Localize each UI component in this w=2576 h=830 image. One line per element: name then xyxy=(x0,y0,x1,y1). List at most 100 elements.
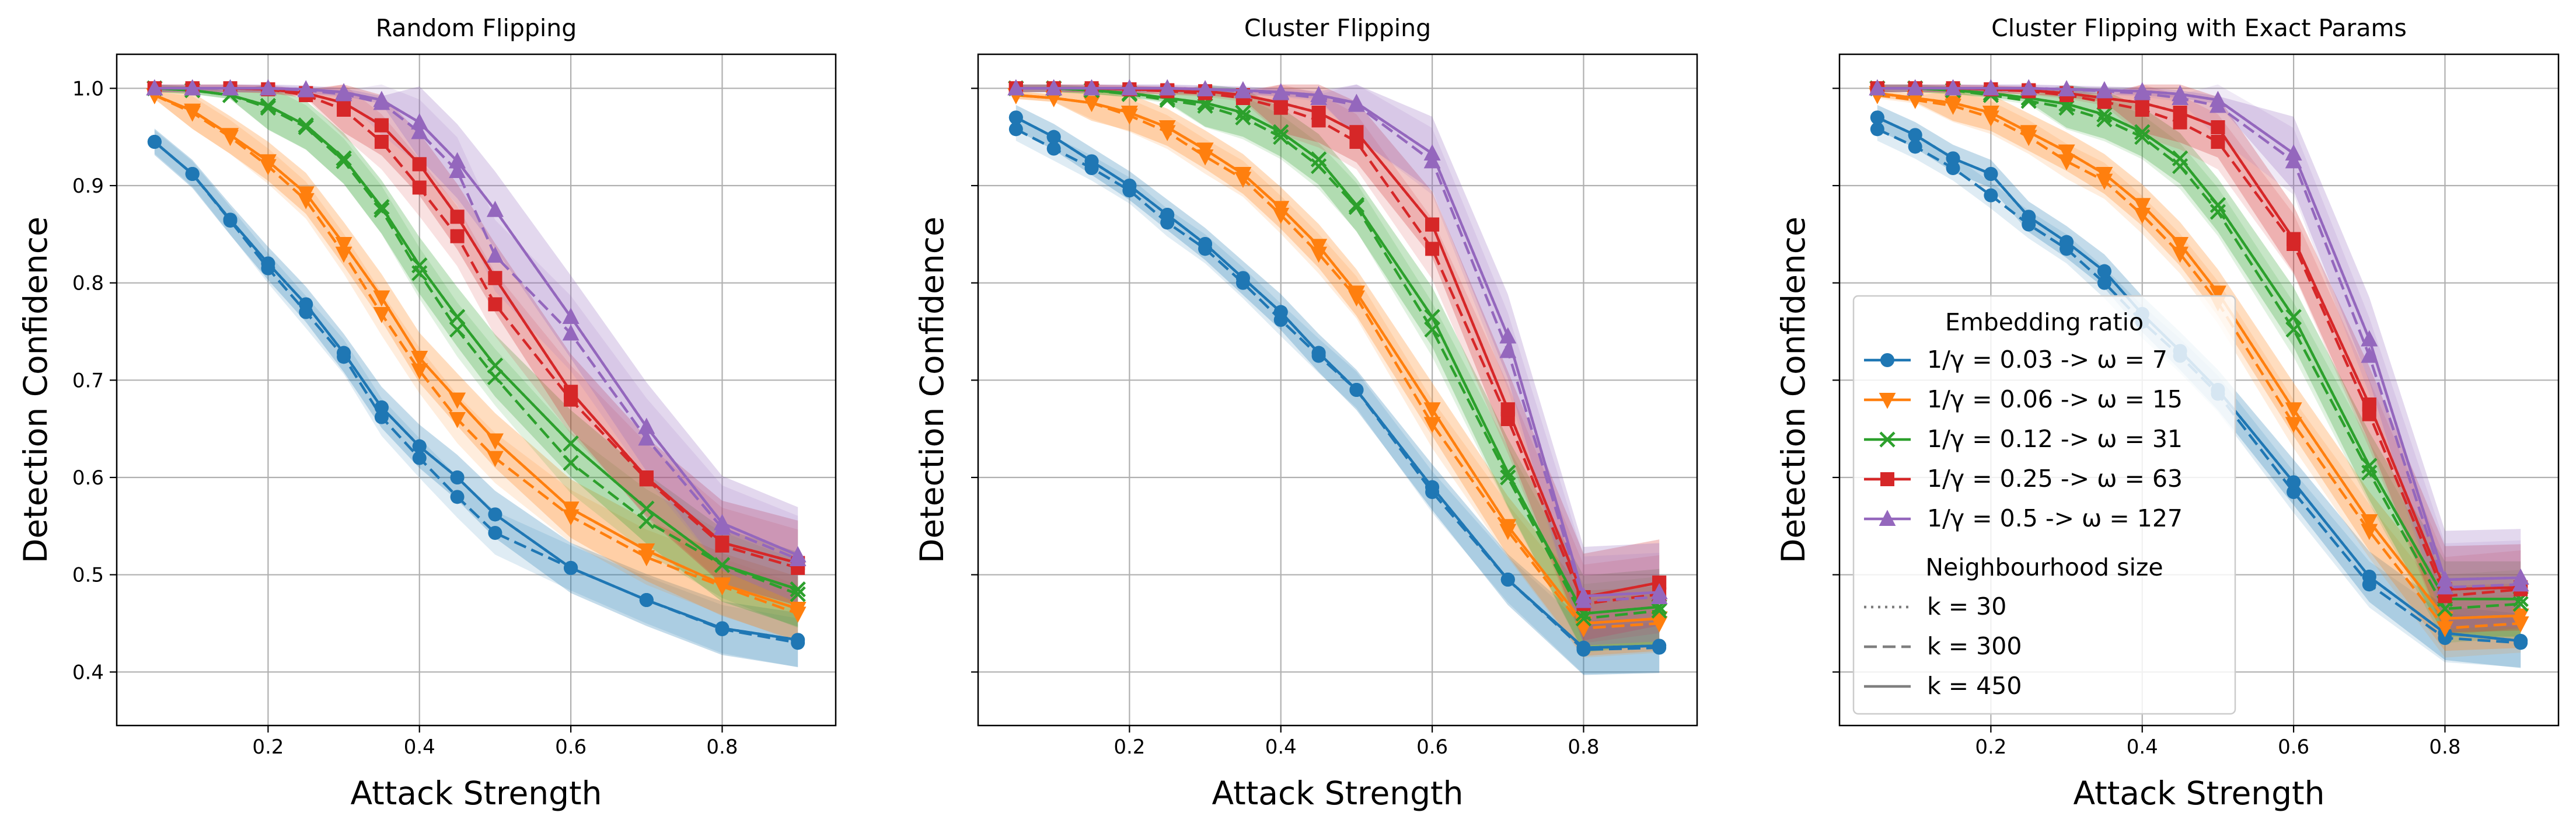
data-point xyxy=(1046,130,1061,144)
chart-panel-2: 0.2 0.4 0.6 0.8 Cluster Flipping Attack Stren… xyxy=(913,14,1698,812)
data-point xyxy=(411,351,428,367)
data-point xyxy=(373,290,390,307)
chart-title: Cluster Flipping xyxy=(1244,14,1431,42)
data-point xyxy=(260,97,276,114)
confidence-band xyxy=(1015,84,1660,646)
series-line xyxy=(153,93,798,611)
confidence-band xyxy=(154,128,798,667)
data-point xyxy=(2210,90,2226,107)
data-point xyxy=(1425,480,1440,494)
data-point xyxy=(1046,141,1061,156)
data-point xyxy=(562,308,580,324)
confidence-band xyxy=(1877,84,2521,629)
data-point xyxy=(2211,120,2225,134)
series-line xyxy=(154,87,798,591)
data-point xyxy=(373,90,390,107)
data-point xyxy=(2172,237,2188,253)
chart-title: Cluster Flipping with Exact Params xyxy=(1991,14,2407,42)
data-point xyxy=(2285,309,2302,325)
data-point xyxy=(1907,79,1924,96)
data-point xyxy=(2437,611,2453,628)
data-point xyxy=(639,593,654,607)
data-point xyxy=(373,307,390,323)
data-point xyxy=(1348,93,1365,110)
data-point xyxy=(789,546,807,563)
data-point xyxy=(2361,330,2378,347)
data-point xyxy=(487,201,504,217)
data-point xyxy=(1982,79,1999,96)
x-tick-label: 0.6 xyxy=(1416,735,1448,759)
confidence-band xyxy=(154,128,798,667)
data-point xyxy=(562,324,580,341)
confidence-band xyxy=(1877,84,2521,629)
data-point xyxy=(1310,158,1327,175)
confidence-band xyxy=(1015,84,1660,641)
data-point xyxy=(1235,104,1251,121)
x-tick-label: 0.4 xyxy=(404,735,435,759)
confidence-band xyxy=(154,84,798,627)
data-point xyxy=(1272,201,1290,217)
confidence-band xyxy=(1877,89,2521,658)
data-point xyxy=(639,470,654,484)
data-point xyxy=(1348,285,1365,302)
data-point xyxy=(2287,475,2301,490)
data-point xyxy=(2096,167,2113,183)
data-point xyxy=(488,507,502,522)
data-point xyxy=(1234,167,1252,183)
data-point xyxy=(184,79,201,96)
data-point xyxy=(374,410,389,424)
data-point xyxy=(1499,519,1517,535)
series-line xyxy=(154,87,799,557)
series-line xyxy=(1877,93,2521,630)
data-point xyxy=(1870,122,1884,137)
axes-frame xyxy=(977,53,1698,727)
confidence-band xyxy=(154,84,798,606)
data-point xyxy=(2058,154,2075,170)
legend-label: 1/γ = 0.06 -> ω = 15 xyxy=(1927,385,2183,413)
data-point xyxy=(715,621,729,636)
data-point xyxy=(450,470,465,484)
chart-panel-1: 0.2 0.4 0.6 0.8 0.4 0.5 0.6 0.7 0.8 0.9 1.0 Random … xyxy=(17,14,837,812)
data-point xyxy=(2096,111,2113,128)
data-point xyxy=(2173,106,2187,120)
data-point xyxy=(2172,150,2188,166)
data-point xyxy=(487,433,504,450)
data-point xyxy=(714,577,731,594)
x-axis-label: Attack Strength xyxy=(2074,775,2325,812)
data-point xyxy=(2211,135,2225,149)
data-point xyxy=(449,392,466,409)
data-point xyxy=(2361,465,2378,481)
data-point xyxy=(488,297,502,312)
data-point xyxy=(2437,570,2453,587)
data-point xyxy=(1575,587,1592,604)
data-point xyxy=(1084,154,1099,169)
data-point xyxy=(1273,124,1289,140)
series-ratio-0.5-k-450 xyxy=(1869,79,2529,587)
data-point xyxy=(2134,124,2151,140)
series-line xyxy=(153,93,798,615)
data-point xyxy=(2022,210,2036,224)
data-point xyxy=(1158,120,1176,137)
data-point xyxy=(1008,122,1023,137)
data-point xyxy=(2134,208,2151,224)
data-point xyxy=(2512,569,2529,585)
data-point xyxy=(1499,327,1517,344)
confidence-band xyxy=(1015,86,1660,658)
x-tick-label: 0.2 xyxy=(1975,735,2006,759)
data-point xyxy=(2285,402,2302,419)
data-point xyxy=(1083,96,1100,112)
legend-entry-k-300: k = 300 xyxy=(1864,632,2022,660)
y-axis-label: Detection Confidence xyxy=(913,217,951,563)
data-point xyxy=(297,186,315,203)
data-point xyxy=(2362,397,2376,411)
data-point xyxy=(2097,275,2111,290)
data-point xyxy=(411,123,428,140)
data-point xyxy=(335,237,352,253)
data-point xyxy=(1425,242,1440,256)
data-point xyxy=(2361,347,2378,363)
data-point xyxy=(562,501,580,518)
data-point xyxy=(297,80,315,96)
legend-label: k = 300 xyxy=(1927,632,2022,660)
x-tick-label: 0.6 xyxy=(555,735,587,759)
data-point xyxy=(1870,110,1884,125)
